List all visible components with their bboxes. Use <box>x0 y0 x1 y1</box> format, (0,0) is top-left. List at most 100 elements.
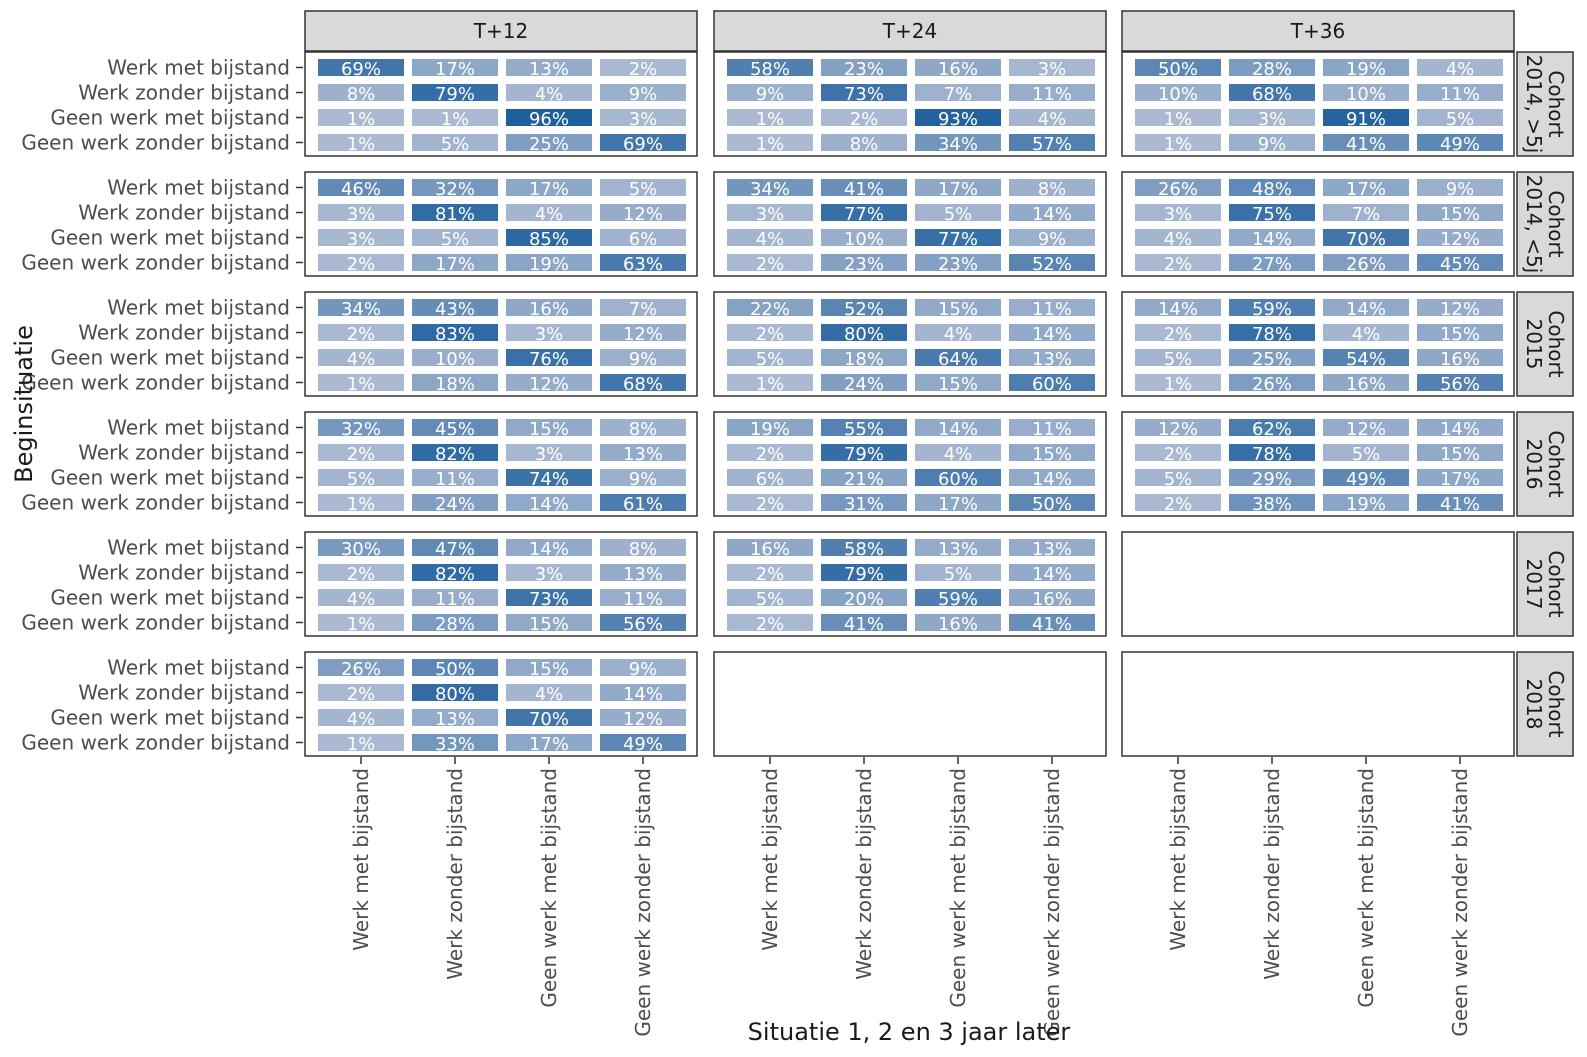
cell-value-label: 1% <box>1164 109 1193 130</box>
cell-value-label: 25% <box>1252 349 1292 370</box>
cell-value-label: 1% <box>347 614 376 635</box>
x-tick-label: Geen werk met bijstand <box>946 768 970 1008</box>
facet-row-label: Cohort2018 <box>1522 670 1568 737</box>
heatmap-cell <box>1229 349 1315 366</box>
cell-value-label: 17% <box>1440 469 1480 490</box>
cell-value-label: 74% <box>529 469 569 490</box>
cell-value-label: 50% <box>435 659 475 680</box>
cell-value-label: 4% <box>1446 59 1475 80</box>
heatmap-cell <box>506 179 592 196</box>
heatmap-cell <box>1135 324 1221 341</box>
heatmap-cell <box>600 614 686 631</box>
cell-value-label: 22% <box>750 299 790 320</box>
cell-value-label: 15% <box>938 374 978 395</box>
cell-value-label: 30% <box>341 539 381 560</box>
cell-value-label: 1% <box>347 494 376 515</box>
heatmap-cell <box>821 349 907 366</box>
facet-row-label: Cohort2017 <box>1522 550 1568 617</box>
cell-value-label: 19% <box>1346 59 1386 80</box>
cell-value-label: 8% <box>1038 179 1067 200</box>
facet-strip-label: T+36 <box>1290 19 1345 43</box>
heatmap-cell <box>506 59 592 76</box>
cell-value-label: 5% <box>441 229 470 250</box>
heatmap-cell <box>1417 204 1503 221</box>
heatmap-cell <box>1229 229 1315 246</box>
cell-value-label: 10% <box>1346 84 1386 105</box>
heatmap-cell <box>821 419 907 436</box>
panel <box>1121 651 1515 757</box>
heatmap-cell <box>600 564 686 581</box>
heatmap-cell <box>821 374 907 391</box>
heatmap-cell <box>600 684 686 701</box>
heatmap-cell <box>412 204 498 221</box>
facet-row-label-line: 2014, >5j <box>1522 55 1546 154</box>
heatmap-cell <box>506 589 592 606</box>
cell-value-label: 13% <box>1032 539 1072 560</box>
heatmap-cell <box>915 494 1001 511</box>
cell-value-label: 50% <box>1032 494 1072 515</box>
heatmap-cell <box>1323 229 1409 246</box>
heatmap-cell <box>915 614 1001 631</box>
heatmap-cell <box>1229 419 1315 436</box>
cell-value-label: 13% <box>1032 349 1072 370</box>
cell-value-label: 5% <box>1446 109 1475 130</box>
heatmap-cell <box>600 589 686 606</box>
facet-strip-tplus24 <box>713 10 1107 52</box>
heatmap-cell <box>318 444 404 461</box>
heatmap-cell <box>1417 254 1503 271</box>
x-tick-label: Geen werk zonder bijstand <box>1040 768 1064 1037</box>
cell-value-label: 15% <box>529 419 569 440</box>
cell-value-label: 8% <box>850 134 879 155</box>
cell-value-label: 2% <box>347 444 376 465</box>
heatmap-cell <box>318 59 404 76</box>
cell-value-label: 4% <box>756 229 785 250</box>
heatmap-cell <box>318 589 404 606</box>
x-tick-label: Werk met bijstand <box>349 768 373 951</box>
cell-value-label: 81% <box>435 204 475 225</box>
facet-row-label-line: 2014, <5j <box>1522 175 1546 274</box>
heatmap-cell <box>821 494 907 511</box>
heatmap-cell <box>1417 374 1503 391</box>
cell-value-label: 49% <box>1440 134 1480 155</box>
cell-value-label: 3% <box>629 109 658 130</box>
cell-value-label: 11% <box>435 469 475 490</box>
cell-value-label: 26% <box>341 659 381 680</box>
heatmap-cell <box>915 59 1001 76</box>
cell-value-label: 28% <box>435 614 475 635</box>
cell-value-label: 26% <box>1346 254 1386 275</box>
heatmap-cell <box>1135 84 1221 101</box>
heatmap-cell <box>318 229 404 246</box>
heatmap-cell <box>600 349 686 366</box>
heatmap-cell <box>1323 469 1409 486</box>
heatmap-cell <box>915 324 1001 341</box>
cell-value-label: 13% <box>529 59 569 80</box>
cell-value-label: 18% <box>844 349 884 370</box>
heatmap-cell <box>506 444 592 461</box>
y-tick-label: Geen werk met bijstand <box>50 706 290 730</box>
x-tick-label: Werk zonder bijstand <box>1260 768 1284 980</box>
heatmap-cell <box>1135 444 1221 461</box>
heatmap-cell <box>1229 469 1315 486</box>
heatmap-cell <box>1323 109 1409 126</box>
cell-value-label: 3% <box>1038 59 1067 80</box>
y-tick-label: Geen werk zonder bijstand <box>21 131 290 155</box>
cell-value-label: 4% <box>347 589 376 610</box>
heatmap-cell <box>915 84 1001 101</box>
heatmap-cell <box>1135 204 1221 221</box>
heatmap-cell <box>1323 179 1409 196</box>
cell-value-label: 2% <box>756 444 785 465</box>
cell-value-label: 1% <box>441 109 470 130</box>
heatmap-cell <box>506 419 592 436</box>
cell-value-label: 1% <box>756 109 785 130</box>
heatmap-cell <box>1229 299 1315 316</box>
heatmap-cell <box>1229 109 1315 126</box>
cell-value-label: 47% <box>435 539 475 560</box>
cell-value-label: 59% <box>1252 299 1292 320</box>
heatmap-cell <box>1009 349 1095 366</box>
heatmap-cell <box>412 349 498 366</box>
cell-value-label: 5% <box>756 349 785 370</box>
cell-value-label: 17% <box>435 59 475 80</box>
y-tick-label: Werk zonder bijstand <box>78 81 290 105</box>
heatmap-cell <box>1323 254 1409 271</box>
heatmap-cell <box>1417 444 1503 461</box>
